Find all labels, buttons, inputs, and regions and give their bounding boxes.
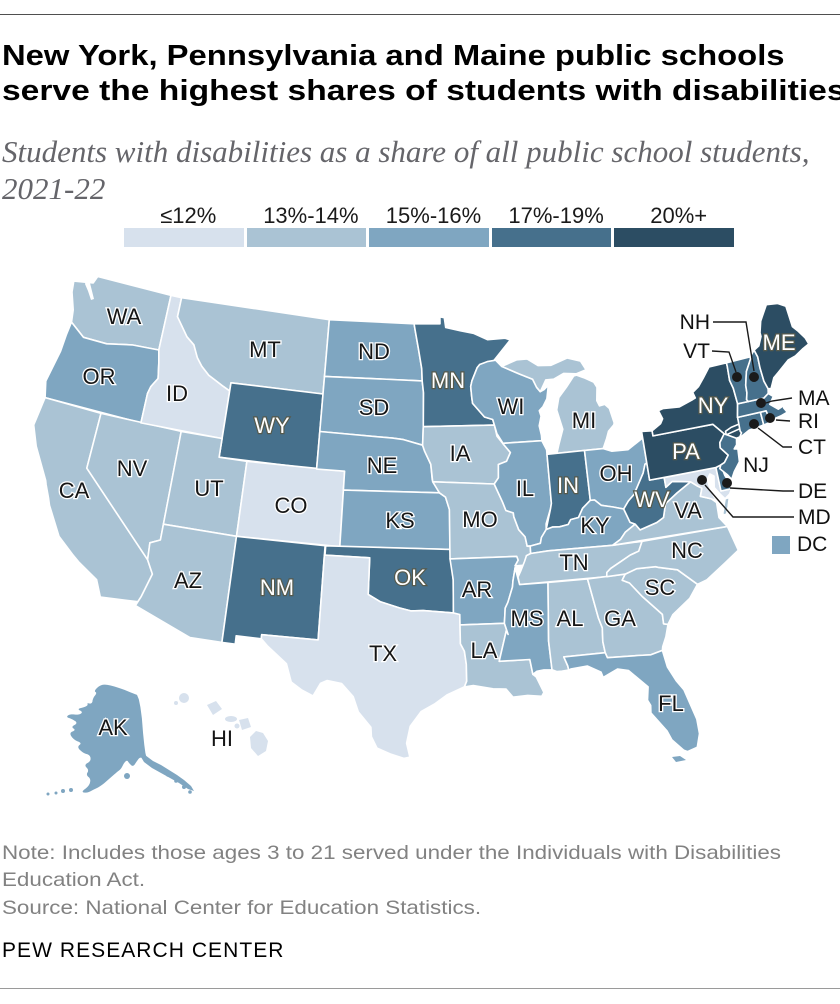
svg-text:NY: NY xyxy=(698,393,729,418)
svg-text:GA: GA xyxy=(604,606,636,631)
svg-text:CA: CA xyxy=(59,478,90,503)
svg-text:WY: WY xyxy=(254,413,290,438)
svg-text:LA: LA xyxy=(471,638,498,663)
svg-text:SD: SD xyxy=(359,395,390,420)
svg-text:OH: OH xyxy=(600,461,633,486)
svg-text:SC: SC xyxy=(645,575,676,600)
svg-text:MI: MI xyxy=(572,408,596,433)
svg-text:TN: TN xyxy=(559,550,588,575)
svg-text:KY: KY xyxy=(580,513,610,538)
svg-text:VA: VA xyxy=(674,498,702,523)
svg-text:HI: HI xyxy=(211,726,233,751)
svg-text:IL: IL xyxy=(516,476,534,501)
svg-text:AL: AL xyxy=(557,606,584,631)
svg-text:PA: PA xyxy=(672,439,700,464)
svg-text:AR: AR xyxy=(462,577,493,602)
svg-text:MO: MO xyxy=(462,507,497,532)
svg-text:ID: ID xyxy=(166,381,188,406)
svg-text:IN: IN xyxy=(557,473,579,498)
svg-text:NH: NH xyxy=(680,311,710,334)
svg-text:AK: AK xyxy=(98,715,128,740)
svg-text:DE: DE xyxy=(798,480,827,503)
svg-text:VT: VT xyxy=(683,340,710,363)
svg-text:OR: OR xyxy=(83,364,116,389)
svg-text:NC: NC xyxy=(671,538,703,563)
svg-text:MT: MT xyxy=(249,337,281,362)
svg-text:NJ: NJ xyxy=(743,454,769,477)
svg-text:IA: IA xyxy=(450,441,471,466)
svg-text:WV: WV xyxy=(634,487,670,512)
svg-text:DC: DC xyxy=(797,533,827,556)
svg-text:MN: MN xyxy=(431,368,465,393)
svg-text:NV: NV xyxy=(117,456,148,481)
svg-text:MD: MD xyxy=(798,506,831,529)
svg-text:WI: WI xyxy=(498,394,525,419)
svg-text:ME: ME xyxy=(763,330,796,355)
svg-text:MA: MA xyxy=(798,387,830,410)
svg-text:RI: RI xyxy=(798,410,819,433)
svg-text:CO: CO xyxy=(275,493,308,518)
svg-text:UT: UT xyxy=(194,476,223,501)
svg-text:MS: MS xyxy=(511,606,544,631)
svg-text:FL: FL xyxy=(658,691,684,716)
svg-text:OK: OK xyxy=(394,565,426,590)
svg-text:NE: NE xyxy=(367,453,398,478)
svg-text:ND: ND xyxy=(358,339,390,364)
svg-text:WA: WA xyxy=(107,304,142,329)
svg-text:NM: NM xyxy=(260,575,294,600)
svg-text:KS: KS xyxy=(385,508,414,533)
svg-text:AZ: AZ xyxy=(174,568,202,593)
svg-text:CT: CT xyxy=(798,436,826,459)
svg-text:TX: TX xyxy=(369,641,397,666)
